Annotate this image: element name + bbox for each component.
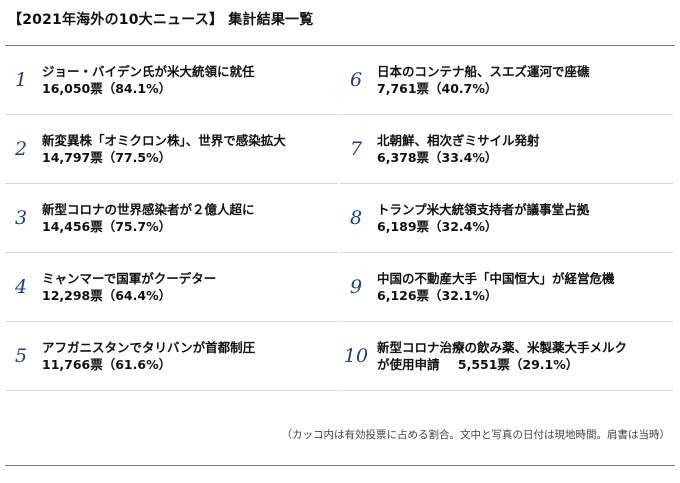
rank-number: 1 [14,69,28,91]
vote-count: 6,126票（32.1%） [377,288,498,303]
top-divider [5,45,675,46]
headline: ジョー・バイデン氏が米大統領に就任 [42,64,255,79]
ranking-column-right: 6 日本のコンテナ船、スエズ運河で座礁 7,761票（40.7%） 7 北朝鮮、… [340,46,673,391]
rank-number: 2 [14,138,28,160]
rank-number: 7 [349,138,363,160]
ranking-item: 5 アフガニスタンでタリバンが首都制圧 11,766票（61.6%） [5,322,338,391]
vote-count: 14,456票（75.7%） [42,219,172,234]
rank-number: 6 [349,69,363,91]
ranking-item: 4 ミャンマーで国軍がクーデター 12,298票（64.4%） [5,253,338,322]
headline: 中国の不動産大手「中国恒大」が経営危機 [377,271,615,286]
ranking-item: 2 新変異株「オミクロン株」、世界で感染拡大 14,797票（77.5%） [5,115,338,184]
headline: 新型コロナの世界感染者が２億人超に [42,202,255,217]
vote-count: 12,298票（64.4%） [42,288,172,303]
page-title: 【2021年海外の10大ニュース】 集計結果一覧 [8,12,314,28]
headline: トランプ米大統領支持者が議事堂占拠 [377,202,590,217]
rank-number: 5 [14,345,28,367]
footnote: （カッコ内は有効投票に占める割合。文中と写真の日付は現地時間。肩書は当時） [281,429,671,441]
rank-number: 8 [349,207,363,229]
headline: 新型コロナ治療の飲み薬、米製薬大手メルク [377,340,628,355]
vote-count: 14,797票（77.5%） [42,150,172,165]
rank-number: 10 [343,345,369,367]
ranking-item: 6 日本のコンテナ船、スエズ運河で座礁 7,761票（40.7%） [340,46,673,115]
vote-count: 11,766票（61.6%） [42,357,172,372]
bottom-divider [5,465,675,466]
ranking-item: 7 北朝鮮、相次ぎミサイル発射 6,378票（33.4%） [340,115,673,184]
headline: 日本のコンテナ船、スエズ運河で座礁 [377,64,590,79]
vote-count: 7,761票（40.7%） [377,81,498,96]
rank-number: 4 [14,276,28,298]
headline: アフガニスタンでタリバンが首都制圧 [42,340,256,355]
vote-count: 16,050票（84.1%） [42,81,172,96]
headline: ミャンマーで国軍がクーデター [42,271,217,286]
headline-continued: が使用申請 [377,357,440,372]
vote-count: 5,551票（29.1%） [457,357,579,372]
vote-count: 6,189票（32.4%） [377,219,498,234]
ranking-item: 3 新型コロナの世界感染者が２億人超に 14,456票（75.7%） [5,184,338,253]
rank-number: 3 [14,207,28,229]
ranking-item: 1 ジョー・バイデン氏が米大統領に就任 16,050票（84.1%） [5,46,338,115]
headline: 北朝鮮、相次ぎミサイル発射 [377,133,540,148]
headline: 新変異株「オミクロン株」、世界で感染拡大 [42,133,286,148]
ranking-item: 9 中国の不動産大手「中国恒大」が経営危機 6,126票（32.1%） [340,253,673,322]
rank-number: 9 [349,276,363,298]
ranking-item: 10 新型コロナ治療の飲み薬、米製薬大手メルク が使用申請 5,551票（29.… [340,322,673,391]
ranking-item: 8 トランプ米大統領支持者が議事堂占拠 6,189票（32.4%） [340,184,673,253]
ranking-column-left: 1 ジョー・バイデン氏が米大統領に就任 16,050票（84.1%） 2 新変異… [5,46,338,391]
vote-count: 6,378票（33.4%） [377,150,498,165]
